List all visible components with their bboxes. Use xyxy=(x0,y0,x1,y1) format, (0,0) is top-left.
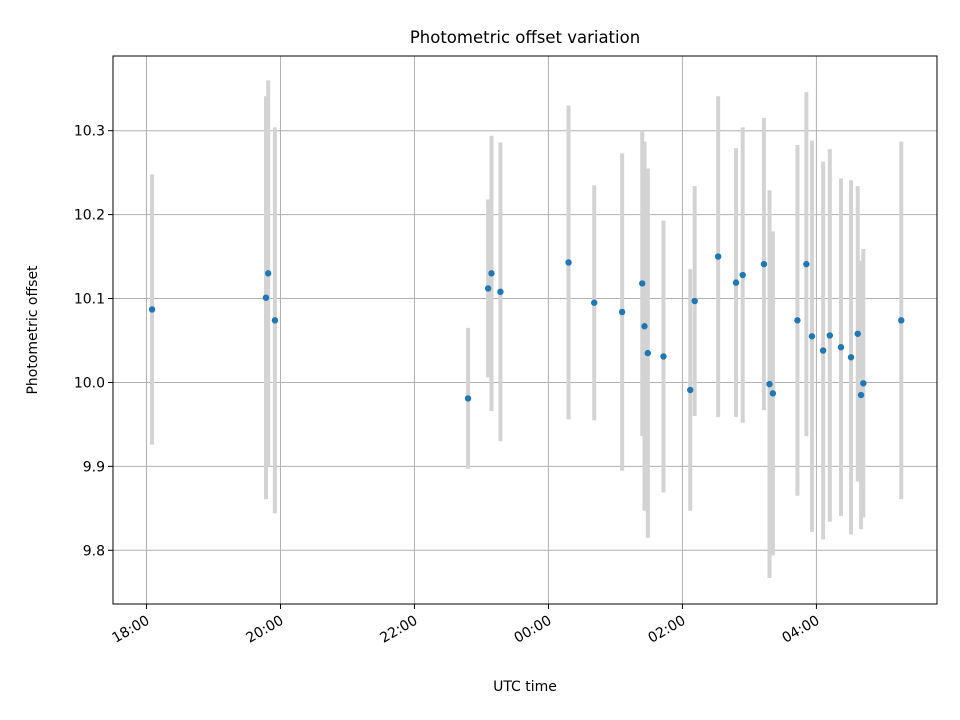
data-point xyxy=(766,380,773,388)
data-point xyxy=(687,386,694,394)
x-tick-label: 18:00 xyxy=(110,613,153,647)
y-tick-label: 9.9 xyxy=(83,459,105,475)
x-tick-label: 00:00 xyxy=(511,613,554,647)
data-point xyxy=(660,353,667,360)
x-axis-ticks: 18:00 20:00 22:00 00:00 02:00 04:00 xyxy=(110,604,822,647)
data-point xyxy=(691,297,698,305)
data-point xyxy=(826,332,834,339)
data-point xyxy=(644,349,652,357)
y-tick-label: 10.2 xyxy=(74,208,105,224)
data-point xyxy=(857,391,865,399)
x-tick-label: 20:00 xyxy=(244,613,287,647)
data-point xyxy=(484,285,492,292)
data-point xyxy=(618,308,626,316)
data-point xyxy=(847,354,855,361)
y-axis-ticks: 9.8 9.9 10.0 10.1 10.2 10.3 xyxy=(74,124,113,559)
data-point xyxy=(271,317,279,324)
x-tick-label: 22:00 xyxy=(378,613,421,647)
data-point xyxy=(819,347,827,354)
data-point xyxy=(641,323,648,330)
data-point xyxy=(464,395,472,402)
data-point xyxy=(808,333,816,340)
x-tick-label: 02:00 xyxy=(645,613,688,647)
data-point xyxy=(794,317,801,324)
data-point xyxy=(860,380,867,387)
chart-title: Photometric offset variation xyxy=(410,28,640,47)
y-tick-label: 10.3 xyxy=(74,124,105,140)
x-axis-label: UTC time xyxy=(493,679,557,695)
y-tick-label: 9.8 xyxy=(83,543,105,559)
data-point xyxy=(837,344,845,351)
y-tick-label: 10.1 xyxy=(74,292,105,308)
data-points xyxy=(148,253,905,402)
data-point xyxy=(854,330,861,337)
data-point xyxy=(714,253,722,260)
data-point xyxy=(148,306,156,313)
data-point xyxy=(497,288,504,296)
data-point xyxy=(262,294,270,301)
data-point xyxy=(591,299,598,306)
data-point xyxy=(264,270,272,277)
data-point xyxy=(565,259,572,266)
data-point xyxy=(769,390,777,397)
grid-lines xyxy=(113,56,937,604)
data-point xyxy=(898,317,905,324)
data-point xyxy=(732,279,740,286)
data-point xyxy=(760,260,768,268)
data-point xyxy=(739,271,746,279)
data-point xyxy=(488,270,495,277)
y-tick-label: 10.0 xyxy=(74,375,105,391)
error-bars xyxy=(150,80,904,578)
plot-frame xyxy=(112,55,938,605)
x-tick-label: 04:00 xyxy=(779,613,822,647)
data-point xyxy=(803,260,810,268)
y-axis-label: Photometric offset xyxy=(25,265,41,395)
data-point xyxy=(639,280,646,287)
